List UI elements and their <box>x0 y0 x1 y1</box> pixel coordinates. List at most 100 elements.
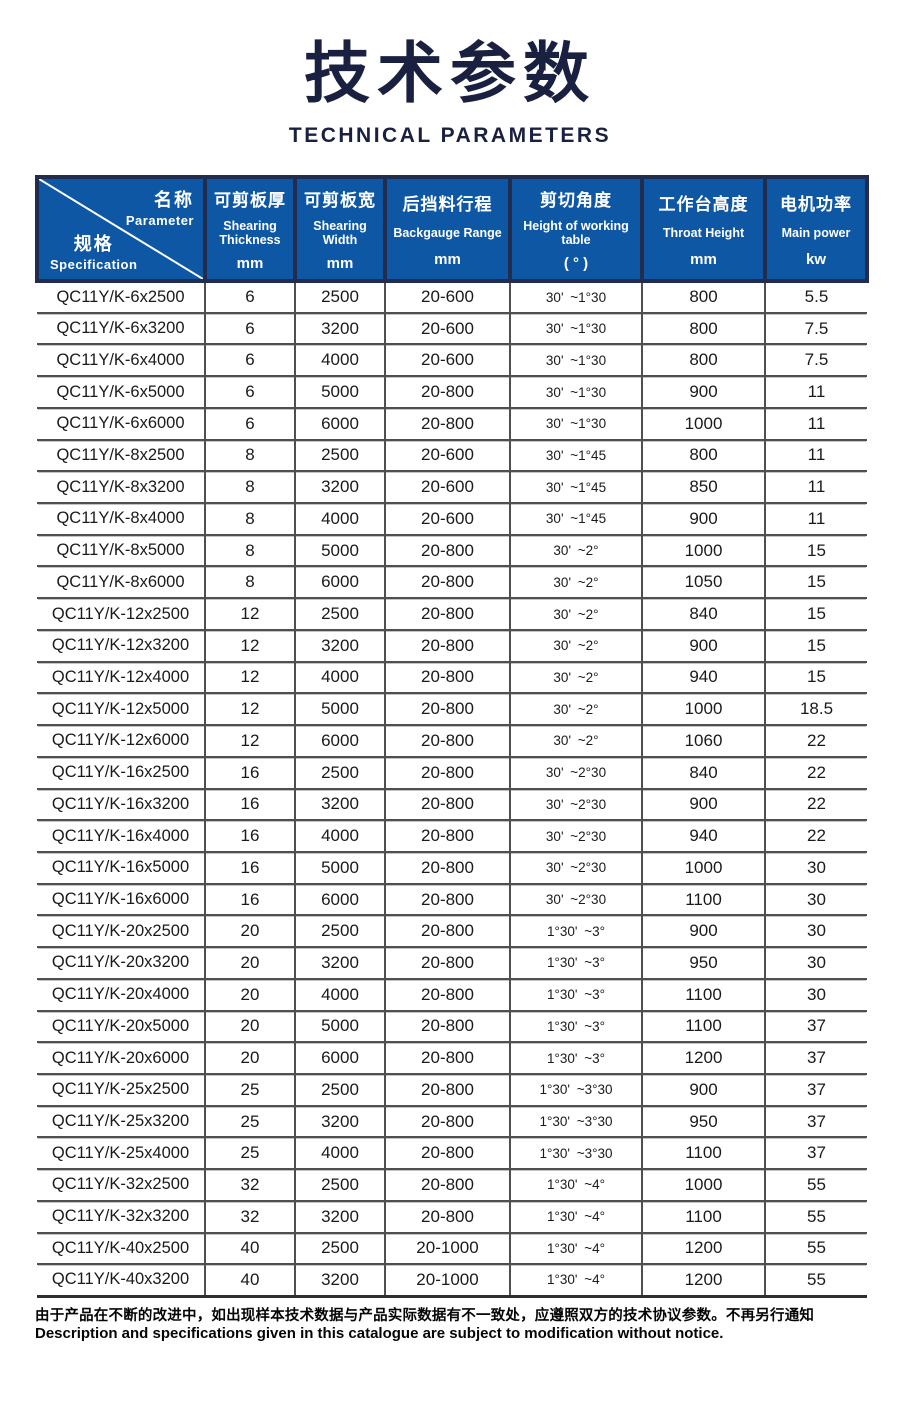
spec-table-header: 名称 Parameter 规格 Specification 可剪板厚 Shear… <box>35 175 869 283</box>
cell-angle: 30' ~1°45 <box>509 439 642 473</box>
cell-throat-height: 1000 <box>641 693 765 727</box>
table-row: QC11Y/K-16x2500 16 2500 20-800 30' ~2°30 840 2… <box>37 756 867 790</box>
cell-model: QC11Y/K-16x5000 <box>37 851 205 885</box>
cell-backgauge: 20-800 <box>384 820 510 853</box>
cell-thickness: 6 <box>204 407 295 441</box>
table-row: QC11Y/K-16x6000 16 6000 20-800 30' ~2°30 1100… <box>37 883 867 917</box>
cell-width: 2500 <box>294 1169 385 1202</box>
cell-width: 5000 <box>294 693 385 727</box>
cell-width: 4000 <box>294 978 385 1012</box>
cell-backgauge: 20-800 <box>384 566 510 600</box>
cell-backgauge: 20-1000 <box>384 1232 510 1266</box>
table-row: QC11Y/K-8x3200 8 3200 20-600 30' ~1°45 850 11 <box>37 471 867 505</box>
table-row: QC11Y/K-12x2500 12 2500 20-800 30' ~2° 840 15 <box>37 598 867 631</box>
cell-width: 6000 <box>294 725 385 758</box>
cell-model: QC11Y/K-40x2500 <box>37 1232 205 1266</box>
table-row: QC11Y/K-6x6000 6 6000 20-800 30' ~1°30 1000 11 <box>37 407 867 441</box>
cell-backgauge: 20-600 <box>384 344 510 378</box>
table-row: QC11Y/K-6x4000 6 4000 20-600 30' ~1°30 800 7.5 <box>37 344 867 378</box>
cell-power: 55 <box>764 1264 867 1298</box>
cell-throat-height: 840 <box>641 598 765 631</box>
cell-thickness: 20 <box>204 1010 295 1044</box>
cell-backgauge: 20-800 <box>384 534 510 568</box>
cell-thickness: 16 <box>204 851 295 885</box>
cell-angle: 30' ~2° <box>509 566 642 600</box>
cell-backgauge: 20-800 <box>384 407 510 441</box>
cell-angle: 30' ~1°30 <box>509 376 642 409</box>
cell-throat-height: 800 <box>641 344 765 378</box>
header-shearing-width: 可剪板宽 Shearing Width mm <box>293 175 387 283</box>
cell-model: QC11Y/K-8x6000 <box>37 566 205 600</box>
header-backgauge-range: 后挡料行程 Backgauge Range mm <box>383 175 512 283</box>
cell-width: 2500 <box>294 439 385 473</box>
table-row: QC11Y/K-32x3200 32 3200 20-800 1°30' ~4° 1100… <box>37 1200 867 1234</box>
table-row: QC11Y/K-16x5000 16 5000 20-800 30' ~2°30 1000… <box>37 851 867 885</box>
cell-backgauge: 20-800 <box>384 1137 510 1171</box>
cell-power: 37 <box>764 1073 867 1107</box>
cell-width: 3200 <box>294 1264 385 1298</box>
cell-thickness: 32 <box>204 1200 295 1234</box>
cell-width: 5000 <box>294 851 385 885</box>
cell-backgauge: 20-800 <box>384 947 510 980</box>
cell-width: 5000 <box>294 534 385 568</box>
table-row: QC11Y/K-20x5000 20 5000 20-800 1°30' ~3° 1100… <box>37 1010 867 1044</box>
cell-power: 11 <box>764 376 867 409</box>
cell-backgauge: 20-800 <box>384 1073 510 1107</box>
cell-throat-height: 950 <box>641 947 765 980</box>
cell-power: 15 <box>764 566 867 600</box>
cell-power: 37 <box>764 1105 867 1139</box>
table-row: QC11Y/K-25x4000 25 4000 20-800 1°30' ~3°30 11… <box>37 1137 867 1171</box>
table-row: QC11Y/K-8x5000 8 5000 20-800 30' ~2° 1000 15 <box>37 534 867 568</box>
cell-thickness: 16 <box>204 820 295 853</box>
cell-throat-height: 1050 <box>641 566 765 600</box>
cell-width: 4000 <box>294 1137 385 1171</box>
cell-angle: 30' ~1°45 <box>509 471 642 505</box>
table-row: QC11Y/K-12x3200 12 3200 20-800 30' ~2° 900 15 <box>37 629 867 663</box>
cell-model: QC11Y/K-32x2500 <box>37 1169 205 1202</box>
cell-backgauge: 20-800 <box>384 1105 510 1139</box>
header-shearing-angle: 剪切角度 Height of working table ( ° ) <box>508 175 644 283</box>
table-row: QC11Y/K-8x4000 8 4000 20-600 30' ~1°45 900 11 <box>37 503 867 536</box>
cell-width: 2500 <box>294 756 385 790</box>
cell-power: 37 <box>764 1137 867 1171</box>
cell-width: 3200 <box>294 629 385 663</box>
cell-throat-height: 800 <box>641 439 765 473</box>
cell-power: 22 <box>764 725 867 758</box>
cell-backgauge: 20-800 <box>384 629 510 663</box>
cell-angle: 30' ~2° <box>509 629 642 663</box>
cell-model: QC11Y/K-20x2500 <box>37 915 205 949</box>
table-row: QC11Y/K-6x3200 6 3200 20-600 30' ~1°30 800 7.5 <box>37 312 867 346</box>
cell-thickness: 40 <box>204 1232 295 1266</box>
cell-backgauge: 20-800 <box>384 915 510 949</box>
cell-angle: 30' ~2° <box>509 725 642 758</box>
cell-thickness: 12 <box>204 661 295 695</box>
cell-power: 30 <box>764 947 867 980</box>
cell-throat-height: 1060 <box>641 725 765 758</box>
cell-thickness: 40 <box>204 1264 295 1298</box>
cell-backgauge: 20-800 <box>384 756 510 790</box>
table-row: QC11Y/K-20x4000 20 4000 20-800 1°30' ~3° 1100… <box>37 978 867 1012</box>
cell-power: 11 <box>764 407 867 441</box>
cell-power: 22 <box>764 788 867 822</box>
cell-thickness: 16 <box>204 883 295 917</box>
cell-throat-height: 1100 <box>641 978 765 1012</box>
cell-thickness: 25 <box>204 1137 295 1171</box>
cell-model: QC11Y/K-40x3200 <box>37 1264 205 1298</box>
page-subtitle: TECHNICAL PARAMETERS <box>288 124 612 147</box>
cell-backgauge: 20-600 <box>384 439 510 473</box>
header-main-power: 电机功率 Main power kw <box>763 175 869 283</box>
cell-angle: 30' ~2° <box>509 661 642 695</box>
cell-thickness: 6 <box>204 312 295 346</box>
cell-backgauge: 20-800 <box>384 693 510 727</box>
cell-model: QC11Y/K-6x5000 <box>37 376 205 409</box>
cell-power: 30 <box>764 978 867 1012</box>
cell-thickness: 16 <box>204 788 295 822</box>
table-row: QC11Y/K-12x5000 12 5000 20-800 30' ~2° 1000 18… <box>37 693 867 727</box>
cell-throat-height: 1000 <box>641 851 765 885</box>
cell-backgauge: 20-800 <box>384 851 510 885</box>
cell-backgauge: 20-800 <box>384 1200 510 1234</box>
cell-thickness: 32 <box>204 1169 295 1202</box>
cell-angle: 1°30' ~3°30 <box>509 1105 642 1139</box>
header-corner-cell: 名称 Parameter 规格 Specification <box>35 175 207 283</box>
table-row: QC11Y/K-20x3200 20 3200 20-800 1°30' ~3° 950 3… <box>37 947 867 980</box>
